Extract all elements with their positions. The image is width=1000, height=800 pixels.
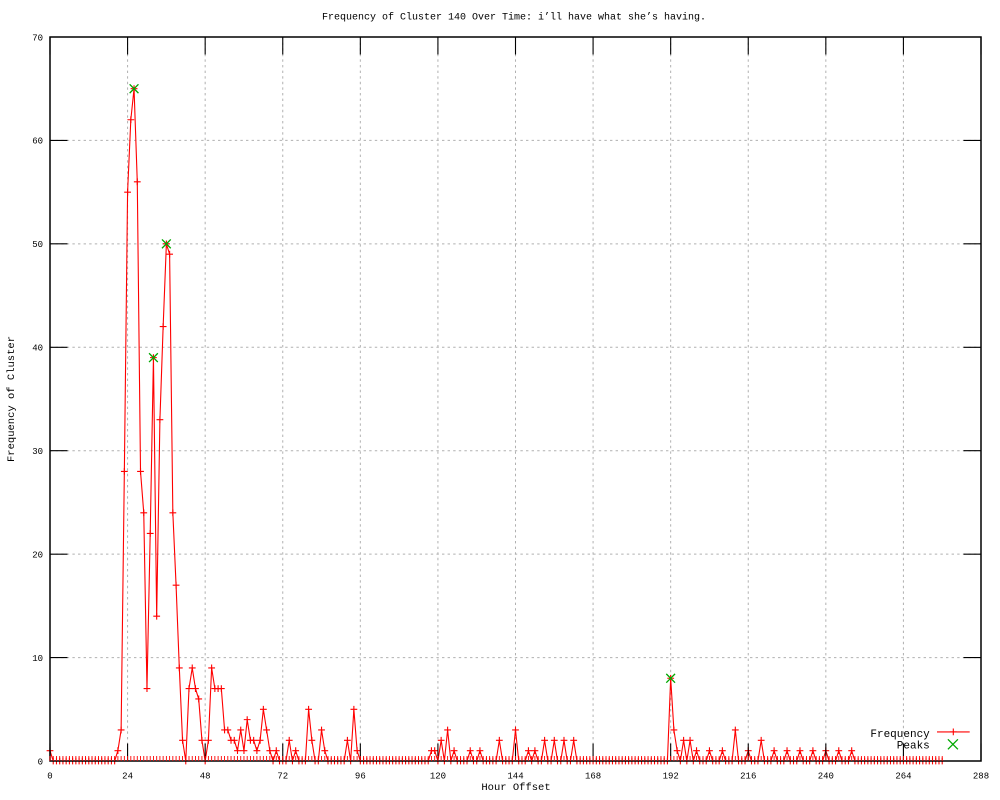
svg-text:24: 24 <box>122 772 133 782</box>
svg-text:Frequency of Cluster: Frequency of Cluster <box>6 336 18 462</box>
svg-text:Hour Offset: Hour Offset <box>481 782 550 794</box>
svg-text:10: 10 <box>32 654 43 664</box>
svg-text:Frequency of Cluster 140 Over: Frequency of Cluster 140 Over Time: i’ll… <box>322 12 706 24</box>
svg-text:Frequency: Frequency <box>870 729 930 741</box>
svg-text:96: 96 <box>355 772 366 782</box>
svg-text:168: 168 <box>585 772 601 782</box>
svg-text:20: 20 <box>32 550 43 560</box>
svg-text:Peaks: Peaks <box>897 741 930 753</box>
svg-text:40: 40 <box>32 344 43 354</box>
svg-text:30: 30 <box>32 447 43 457</box>
svg-text:0: 0 <box>47 772 52 782</box>
svg-text:264: 264 <box>895 772 911 782</box>
svg-text:48: 48 <box>200 772 211 782</box>
svg-text:120: 120 <box>430 772 446 782</box>
svg-text:70: 70 <box>32 33 43 43</box>
svg-text:0: 0 <box>38 757 43 767</box>
svg-text:240: 240 <box>818 772 834 782</box>
svg-text:216: 216 <box>740 772 756 782</box>
svg-text:144: 144 <box>507 772 523 782</box>
svg-text:60: 60 <box>32 137 43 147</box>
svg-text:288: 288 <box>973 772 989 782</box>
svg-text:72: 72 <box>277 772 288 782</box>
svg-text:50: 50 <box>32 240 43 250</box>
svg-text:192: 192 <box>663 772 679 782</box>
